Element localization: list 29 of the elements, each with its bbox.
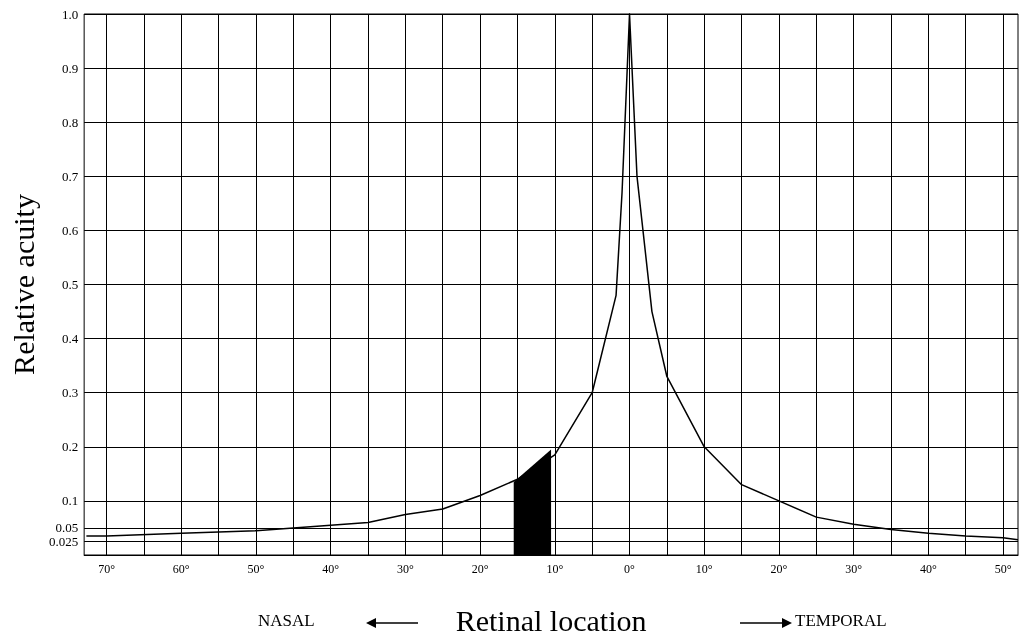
y-tick-label: 0.9 — [61, 60, 79, 76]
y-tick-label: 0.7 — [61, 168, 79, 184]
y-tick-label: 0.2 — [61, 439, 79, 455]
y-tick-label: 0.3 — [61, 385, 79, 401]
y-tick-label: 0.5 — [61, 277, 79, 292]
y-tick-label: 0.05 — [55, 520, 79, 536]
y-tick-label: 0.8 — [61, 114, 79, 130]
text: NASAL — [258, 611, 315, 630]
x-tick-label: 70° — [98, 562, 116, 576]
y-tick-label: 0.025 — [48, 533, 79, 549]
x-tick-label: 10° — [546, 562, 564, 576]
x-tick-label: 30° — [396, 562, 414, 576]
y-axis-title: Relative acuity — [6, 194, 40, 375]
y-tick-label: 0.1 — [61, 493, 79, 509]
x-tick-label: 60° — [172, 562, 190, 576]
x-tick-label: 20° — [770, 562, 788, 576]
y-tick-label: 0.6 — [61, 222, 79, 238]
x-tick-label: 40° — [919, 562, 937, 576]
x-tick-label: 40° — [322, 562, 340, 576]
x-tick-label: 50° — [994, 562, 1012, 576]
y-tick-label: 0.4 — [61, 331, 79, 347]
x-tick-label: 10° — [695, 562, 713, 576]
text: TEMPORAL — [795, 611, 887, 630]
x-tick-label: 30° — [845, 562, 863, 576]
x-tick-label: 0° — [624, 562, 636, 576]
x-tick-label: 50° — [247, 562, 265, 576]
x-tick-label: 20° — [471, 562, 489, 576]
y-tick-label: 1.0 — [61, 6, 79, 22]
x-axis-title: Retinal location — [455, 603, 647, 637]
